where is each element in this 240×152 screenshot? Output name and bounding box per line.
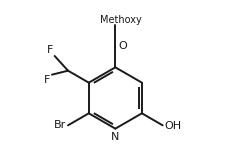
Text: Methoxy: Methoxy bbox=[100, 15, 142, 25]
Text: Br: Br bbox=[54, 120, 66, 130]
Text: N: N bbox=[111, 132, 120, 142]
Text: OH: OH bbox=[165, 121, 182, 131]
Text: F: F bbox=[47, 45, 53, 55]
Text: O: O bbox=[119, 41, 127, 51]
Text: F: F bbox=[44, 75, 51, 85]
